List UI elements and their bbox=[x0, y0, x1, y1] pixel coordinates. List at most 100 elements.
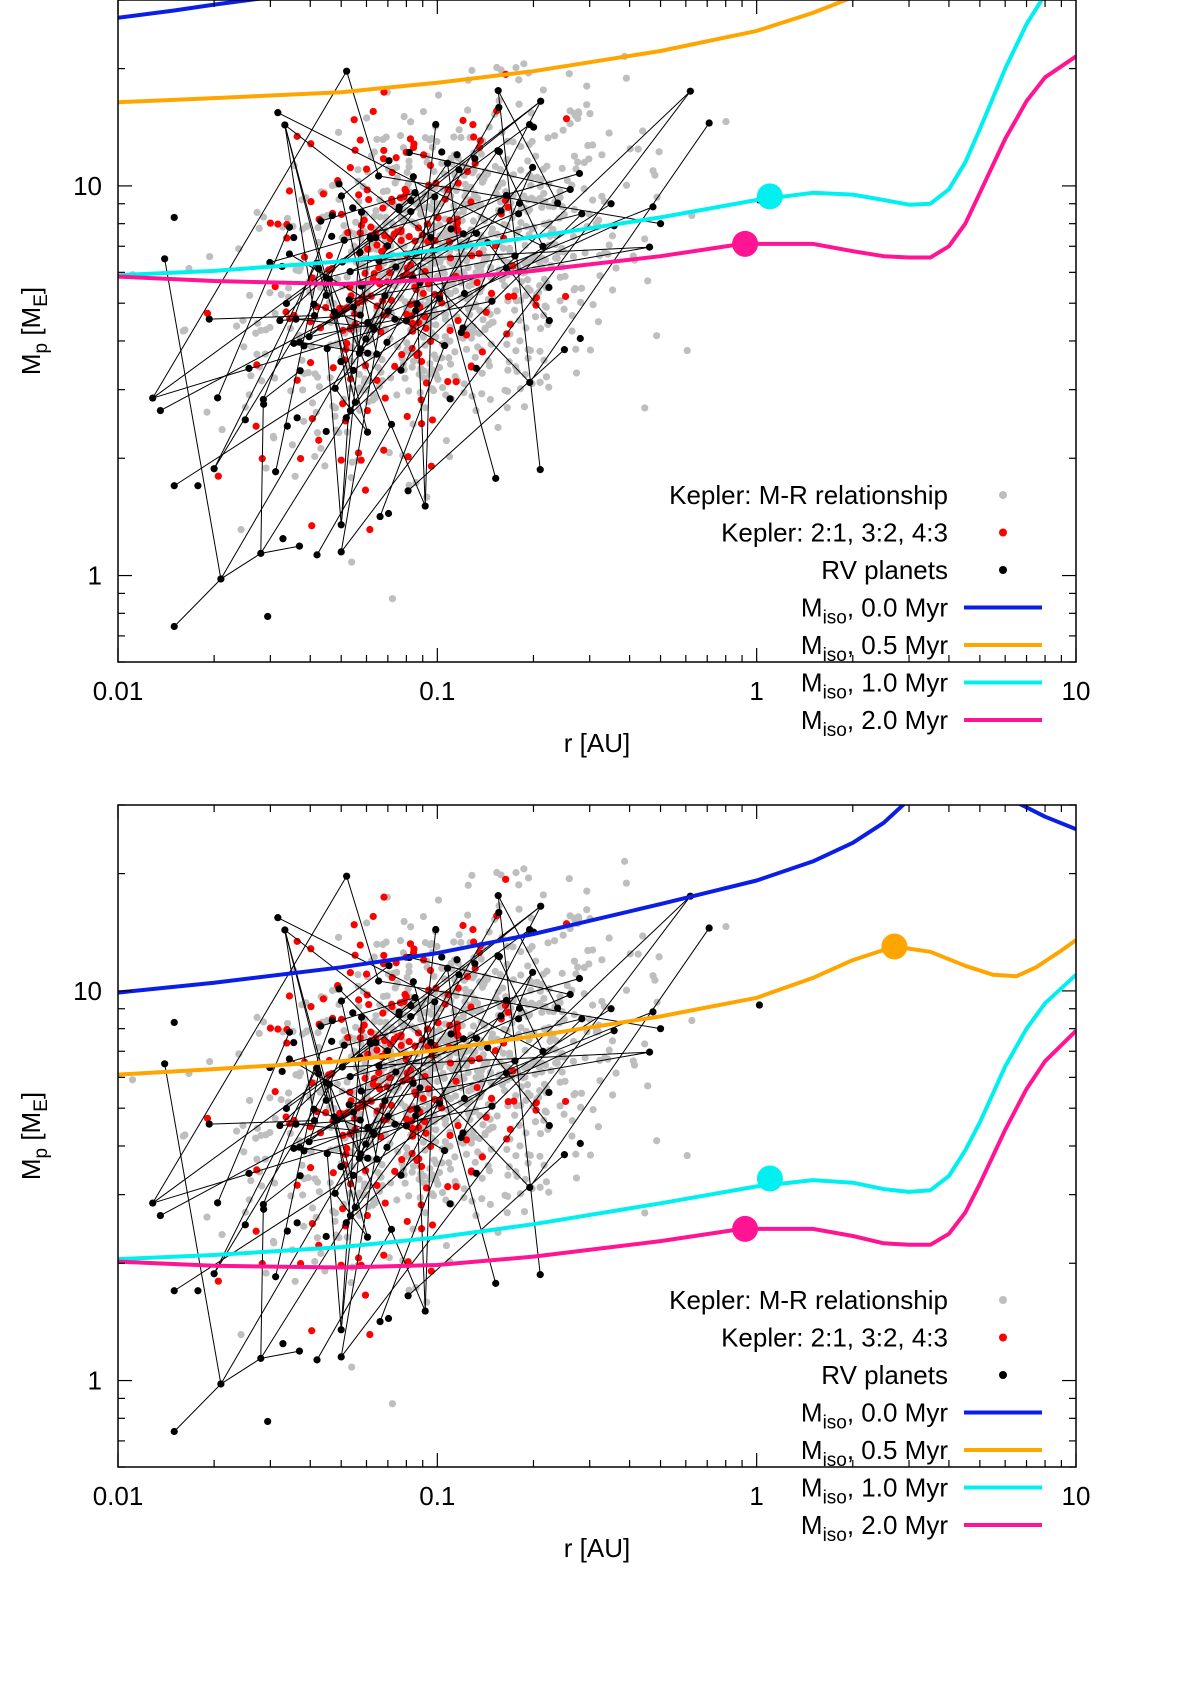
isolation-mass-marker-m10 bbox=[756, 1165, 783, 1192]
kepler-resonant-point bbox=[293, 132, 301, 140]
kepler-mr-point bbox=[372, 1012, 380, 1020]
rv-system-line bbox=[400, 905, 542, 1176]
rv-system-line bbox=[398, 100, 541, 211]
kepler-mr-point bbox=[253, 1155, 261, 1163]
kepler-mr-point bbox=[284, 1098, 292, 1106]
kepler-mr-point bbox=[577, 1103, 585, 1111]
rv-planet-point bbox=[560, 1151, 569, 1159]
kepler-mr-point bbox=[203, 408, 211, 416]
rv-planet-point bbox=[494, 87, 502, 95]
kepler-mr-point bbox=[376, 213, 384, 221]
rv-system-line bbox=[260, 1204, 264, 1359]
rv-system-line bbox=[487, 1047, 550, 1126]
rv-planet-point bbox=[260, 400, 268, 408]
rv-planet-point bbox=[293, 1219, 301, 1227]
kepler-mr-point bbox=[574, 158, 582, 166]
rv-planet-point bbox=[395, 203, 403, 211]
rv-system-line bbox=[326, 189, 571, 296]
rv-system-line bbox=[373, 955, 499, 1135]
rv-planet-point bbox=[305, 333, 313, 341]
kepler-mr-point bbox=[247, 1177, 255, 1185]
rv-planet-point bbox=[292, 315, 300, 323]
rv-planet-point bbox=[375, 977, 383, 985]
kepler-mr-point bbox=[493, 230, 501, 238]
kepler-mr-point bbox=[543, 967, 551, 975]
kepler-mr-point bbox=[405, 1286, 413, 1294]
kepler-mr-point bbox=[577, 284, 586, 292]
rv-system-line bbox=[299, 341, 368, 354]
kepler-mr-point bbox=[622, 181, 631, 189]
kepler-mr-point bbox=[536, 378, 544, 386]
kepler-mr-point bbox=[385, 449, 393, 457]
rv-planet-point bbox=[310, 1105, 318, 1113]
kepler-mr-point bbox=[363, 919, 371, 927]
kepler-mr-point bbox=[559, 126, 567, 134]
kepler-mr-point bbox=[333, 275, 342, 283]
kepler-mr-point bbox=[382, 219, 390, 227]
kepler-mr-point bbox=[538, 1068, 546, 1076]
kepler-mr-point bbox=[470, 166, 478, 174]
legend-label-kepler_res: Kepler: 2:1, 3:2, 4:3 bbox=[721, 1323, 948, 1353]
kepler-resonant-point bbox=[475, 250, 483, 258]
kepler-mr-point bbox=[612, 264, 620, 272]
rv-planet-point bbox=[529, 163, 537, 171]
isolation-mass-marker-m05 bbox=[881, 933, 908, 960]
kepler-resonant-point bbox=[510, 1097, 518, 1105]
legend-symbol-kepler_res bbox=[999, 528, 1007, 537]
kepler-mr-point bbox=[329, 402, 337, 410]
kepler-mr-point bbox=[569, 252, 578, 260]
rv-system-line bbox=[529, 122, 710, 383]
rv-system-line bbox=[316, 424, 392, 556]
kepler-mr-point bbox=[397, 1099, 405, 1107]
kepler-mr-point bbox=[427, 205, 436, 213]
kepler-mr-point bbox=[430, 972, 438, 980]
kepler-mr-point bbox=[403, 973, 411, 981]
rv-planet-point bbox=[376, 1317, 384, 1326]
kepler-resonant-point bbox=[282, 1113, 290, 1121]
kepler-mr-point bbox=[500, 1086, 509, 1095]
rv-planet-point bbox=[276, 316, 284, 325]
rv-planet-point bbox=[257, 549, 265, 557]
rv-planet-point bbox=[411, 994, 419, 1002]
kepler-mr-point bbox=[179, 1132, 187, 1140]
rv-planet-point bbox=[272, 1273, 280, 1281]
rv-system-line bbox=[379, 1150, 446, 1322]
kepler-resonant-point bbox=[307, 198, 315, 206]
legend-label-m05: Miso, 0.5 Myr bbox=[801, 1435, 948, 1471]
kepler-resonant-point bbox=[386, 1040, 395, 1048]
kepler-mr-point bbox=[479, 316, 487, 324]
rv-planet-point bbox=[364, 1154, 372, 1162]
rv-planet-point bbox=[373, 1155, 381, 1163]
kepler-mr-point bbox=[315, 1188, 323, 1196]
kepler-resonant-point bbox=[405, 232, 413, 241]
rv-planet-point bbox=[383, 1143, 391, 1151]
rv-planet-point bbox=[349, 204, 357, 212]
kepler-mr-point bbox=[409, 1225, 417, 1233]
rv-planet-point bbox=[285, 1028, 294, 1036]
kepler-mr-point bbox=[497, 871, 505, 879]
rv-planet-point bbox=[349, 1108, 358, 1116]
kepler-resonant-point bbox=[504, 1098, 512, 1106]
kepler-resonant-point bbox=[271, 1088, 279, 1096]
legend-label-subscript: iso bbox=[823, 645, 847, 666]
kepler-mr-point bbox=[600, 1002, 608, 1011]
rv-planet-point bbox=[472, 364, 480, 372]
kepler-resonant-point bbox=[506, 1125, 514, 1133]
kepler-mr-point bbox=[572, 1150, 580, 1158]
kepler-mr-point bbox=[457, 938, 465, 947]
kepler-mr-point bbox=[464, 881, 472, 889]
legend-label-suffix: , 1.0 Myr bbox=[847, 668, 948, 698]
kepler-mr-point bbox=[461, 985, 469, 993]
rv-system-line bbox=[329, 279, 351, 411]
rv-system-line bbox=[337, 1015, 502, 1121]
kepler-mr-point bbox=[581, 1054, 589, 1062]
rv-planet-point bbox=[384, 307, 392, 315]
kepler-resonant-point bbox=[214, 1277, 222, 1285]
rv-planet-point bbox=[322, 274, 330, 282]
kepler-resonant-point bbox=[504, 1008, 512, 1016]
kepler-mr-point bbox=[370, 212, 378, 221]
kepler-mr-point bbox=[577, 1089, 586, 1097]
rv-system-line bbox=[173, 1008, 612, 1292]
rv-planet-point bbox=[338, 1063, 346, 1071]
kepler-mr-point bbox=[421, 134, 430, 142]
